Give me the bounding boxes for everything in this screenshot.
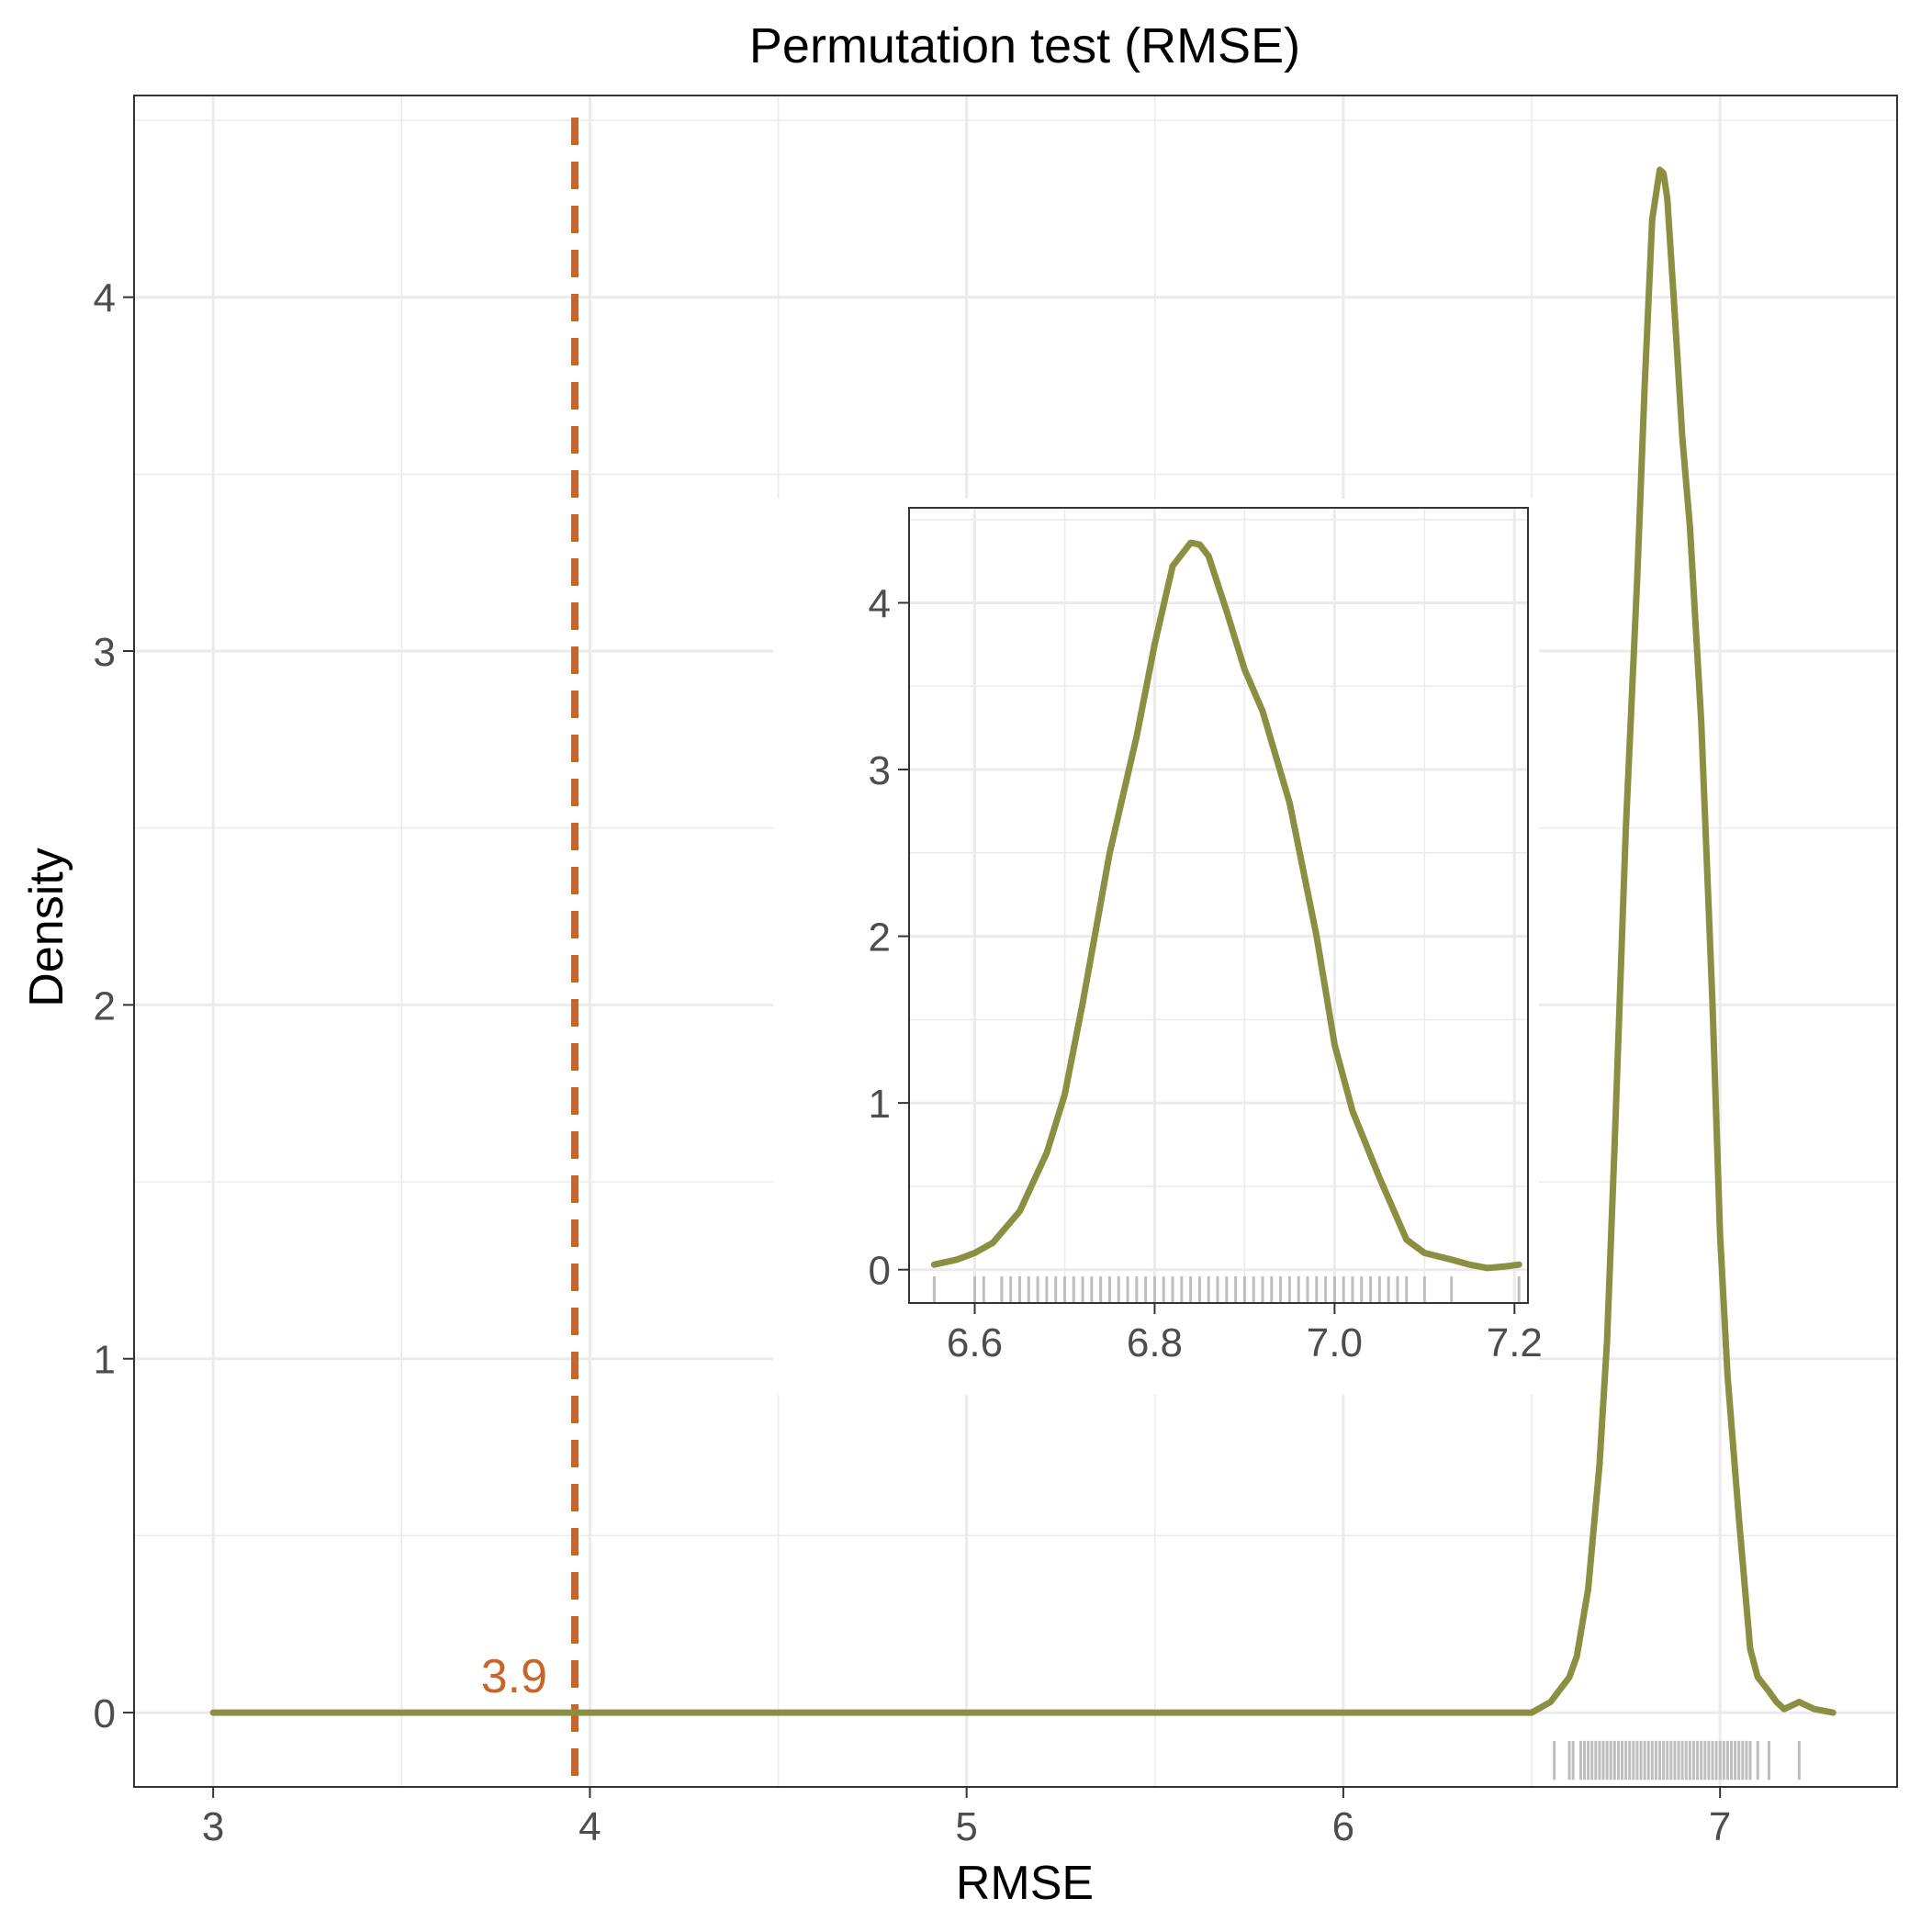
x-tick-label: 3 bbox=[202, 1804, 224, 1849]
inset-y-tick-label: 1 bbox=[869, 1082, 891, 1127]
inset-density-curve bbox=[930, 539, 1522, 1272]
x-tick-label: 4 bbox=[578, 1804, 601, 1849]
x-tick-label: 5 bbox=[955, 1804, 977, 1849]
y-tick-label: 2 bbox=[94, 983, 116, 1028]
chart-title: Permutation test (RMSE) bbox=[749, 18, 1300, 73]
inset-x-tick-label: 6.6 bbox=[947, 1320, 1003, 1365]
main-plot-marks: 3.9 bbox=[209, 118, 1837, 1787]
inset-plot-marks bbox=[930, 539, 1522, 1303]
main-panel-border bbox=[133, 95, 1898, 1788]
inset-panel-border bbox=[908, 507, 1529, 1304]
main-axes: 3 4 5 6 7 0 1 2 3 4 bbox=[94, 276, 1732, 1849]
x-axis-title: RMSE bbox=[956, 1857, 1094, 1910]
inset-y-tick-label: 0 bbox=[869, 1249, 891, 1294]
x-tick-label: 6 bbox=[1332, 1804, 1354, 1849]
inset-gridlines bbox=[909, 508, 1528, 1303]
y-tick-label: 1 bbox=[94, 1338, 116, 1383]
observed-rmse-label: 3.9 bbox=[481, 1650, 547, 1703]
inset-y-tick-label: 3 bbox=[869, 748, 891, 793]
x-tick-label: 7 bbox=[1709, 1804, 1731, 1849]
inset-y-tick-label: 2 bbox=[869, 915, 891, 960]
inset-x-tick-label: 6.8 bbox=[1127, 1320, 1183, 1365]
y-tick-label: 0 bbox=[94, 1691, 116, 1736]
y-axis-title: Density bbox=[20, 848, 73, 1006]
inset-x-tick-label: 7.0 bbox=[1307, 1320, 1363, 1365]
inset-x-tick-label: 7.2 bbox=[1487, 1320, 1543, 1365]
y-tick-label: 4 bbox=[94, 276, 116, 321]
inset-y-tick-label: 4 bbox=[869, 581, 891, 626]
y-tick-label: 3 bbox=[94, 630, 116, 675]
inset-axes: 6.6 6.8 7.0 7.2 0 1 2 3 4 bbox=[869, 581, 1543, 1365]
density-curve bbox=[209, 166, 1837, 1716]
